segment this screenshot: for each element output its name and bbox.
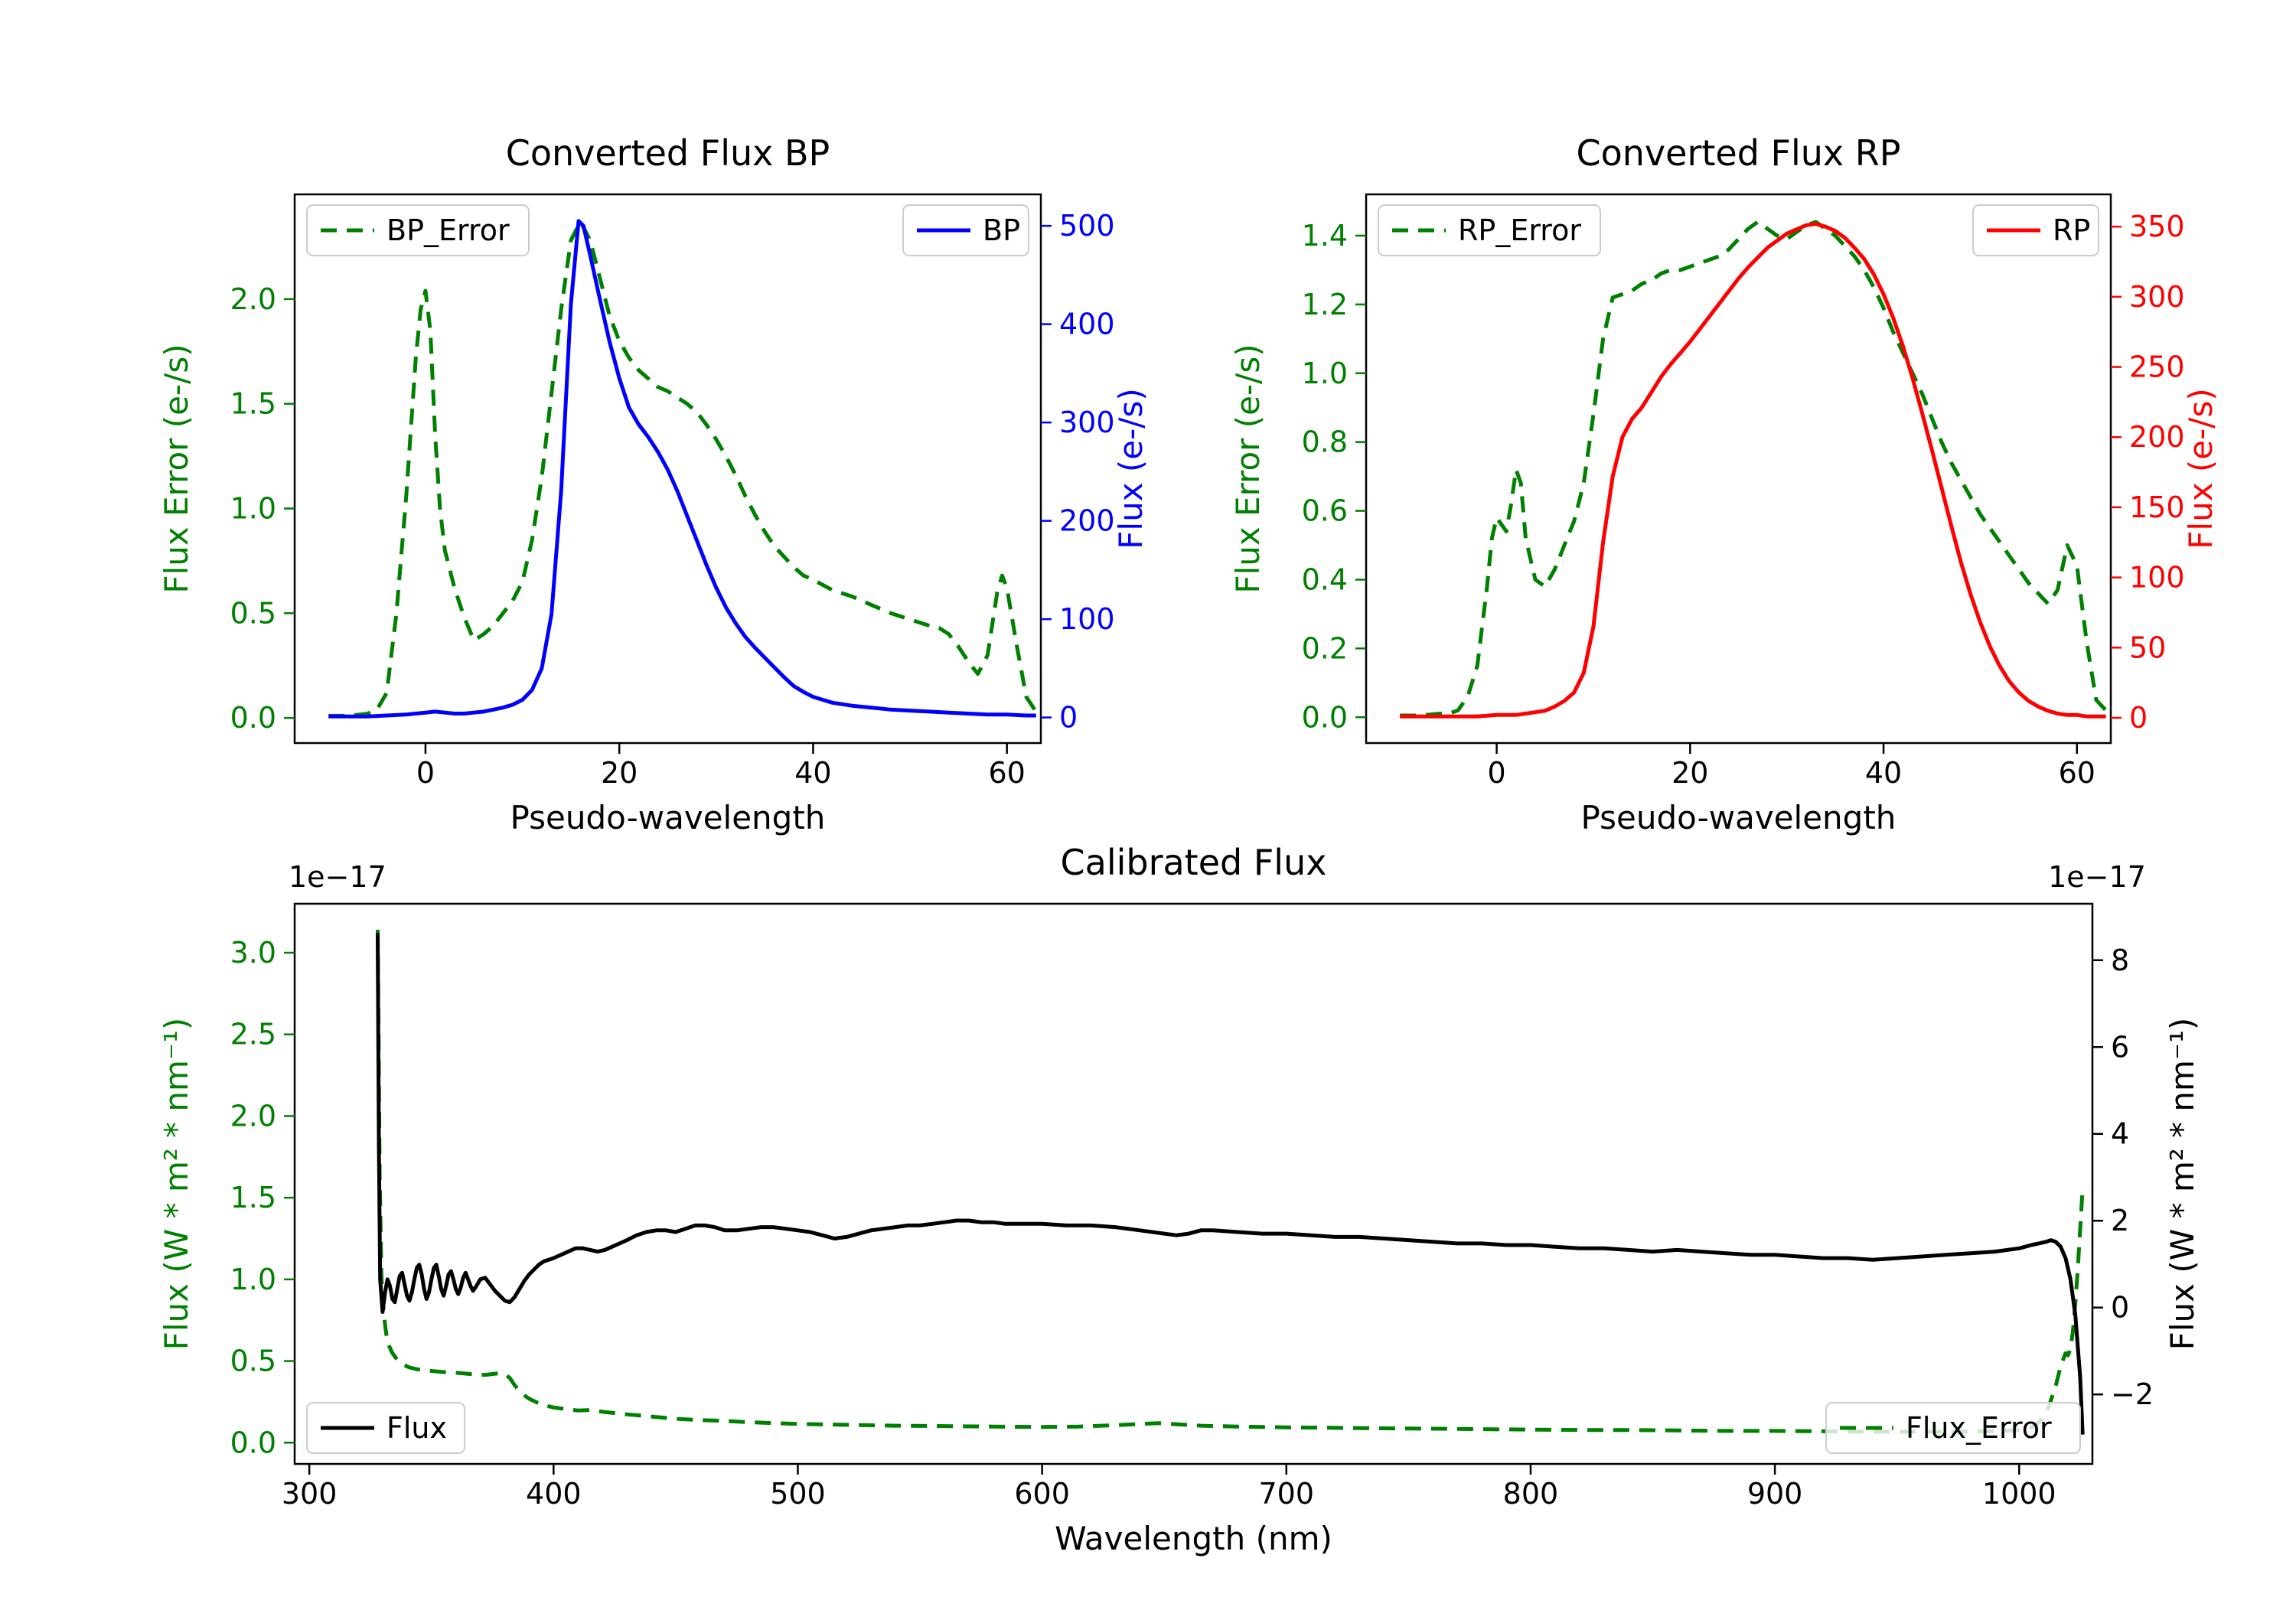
series-flux_error-line	[376, 929, 2085, 1434]
x-tick-label: 300	[282, 1477, 338, 1511]
left-tick-label: 2.5	[230, 1018, 276, 1051]
right-tick-label: 100	[2129, 561, 2185, 595]
left-tick-label: 0.5	[230, 596, 276, 630]
left-axis-label: Flux Error (e-/s)	[158, 344, 195, 593]
right-tick-label: 0	[1059, 701, 1078, 735]
legend-rp_error: RP_Error	[1378, 204, 1601, 256]
right-tick-label: 200	[1059, 504, 1115, 538]
legend-box	[1825, 1402, 2081, 1454]
legend-box	[306, 204, 530, 256]
chart-rp: 0 20 40 60 0.0 0.2 0.4 0.6 0.8 1.0 1.2 1.4 0 50 100 150…	[1229, 132, 2219, 836]
series-flux-line	[376, 933, 2085, 1435]
plot-border	[293, 902, 2094, 1465]
left-tick-label: 0.8	[1302, 425, 1348, 459]
left-axis-label: Flux Error (e-/s)	[1229, 344, 1267, 593]
legend-label: RP_Error	[1458, 214, 1581, 247]
left-tick-label: 1.4	[1302, 219, 1348, 253]
x-tick-label: 700	[1259, 1477, 1315, 1511]
left-tick-label: 1.0	[230, 1263, 276, 1296]
right-tick-label: 4	[2111, 1117, 2129, 1151]
legend-rp: RP	[1972, 204, 2099, 256]
x-tick-label: 800	[1503, 1477, 1559, 1511]
right-tick-label: 6	[2111, 1030, 2129, 1064]
chart-cal: 300 400 500 600 700 800 900 1000 0.0 0.5 1.0 1.5 2.0…	[158, 842, 2201, 1557]
right-tick-label: 100	[1059, 602, 1115, 636]
left-tick-label: 3.0	[230, 936, 276, 970]
left-tick-label: 1.2	[1302, 288, 1348, 321]
left-tick-label: 0.0	[230, 1426, 276, 1459]
right-tick-label: 300	[1059, 406, 1115, 439]
x-tick-label: 600	[1014, 1477, 1070, 1511]
left-tick-label: 0.0	[1302, 700, 1348, 734]
chart-title: Converted Flux RP	[1577, 132, 1901, 174]
series-rp_error-line	[1400, 220, 2108, 718]
series-rp-line	[1400, 222, 2106, 719]
legend-label: BP_Error	[386, 214, 510, 247]
right-tick-label: −2	[2111, 1377, 2154, 1411]
right-tick-label: 0	[2111, 1291, 2129, 1325]
legend-flux: Flux	[306, 1402, 465, 1454]
x-tick-label: 20	[1671, 756, 1708, 790]
left-tick-label: 1.5	[230, 1181, 276, 1214]
right-axis-label: Flux (W * m² * nm⁻¹)	[2164, 1018, 2201, 1351]
left-tick-label: 0.5	[230, 1345, 276, 1378]
left-axis-label: Flux (W * m² * nm⁻¹)	[158, 1018, 195, 1351]
x-tick-label: 40	[1865, 756, 1902, 790]
left-axis-offset-text: 1e−17	[289, 860, 386, 894]
x-tick-label: 0	[416, 756, 435, 790]
x-axis-label: Pseudo-wavelength	[1581, 799, 1896, 836]
left-tick-label: 1.0	[1302, 357, 1348, 390]
right-tick-label: 150	[2129, 491, 2185, 524]
right-tick-label: 500	[1059, 209, 1115, 243]
x-tick-label: 0	[1487, 756, 1505, 790]
x-tick-label: 20	[601, 756, 638, 790]
x-tick-label: 60	[2059, 756, 2095, 790]
legend-box	[306, 1402, 465, 1454]
x-tick-label: 400	[526, 1477, 582, 1511]
left-tick-label: 1.5	[230, 387, 276, 421]
x-axis-label: Wavelength (nm)	[1055, 1520, 1332, 1557]
right-tick-label: 350	[2129, 210, 2185, 243]
x-axis-label: Pseudo-wavelength	[510, 799, 826, 836]
legend-label: RP	[2053, 214, 2090, 247]
x-tick-label: 40	[794, 756, 831, 790]
left-tick-label: 0.6	[1302, 494, 1348, 528]
x-tick-label: 500	[770, 1477, 826, 1511]
right-tick-label: 8	[2111, 944, 2129, 977]
left-tick-label: 0.2	[1302, 631, 1348, 665]
left-tick-label: 2.0	[230, 282, 276, 316]
right-tick-label: 50	[2129, 631, 2166, 664]
plot-border	[1365, 193, 2112, 745]
chart-bp: 0 20 40 60 0.0 0.5 1.0 1.5 2.0 0 100 200 300 400 500 Co…	[158, 132, 1150, 836]
legend-label: Flux_Error	[1906, 1411, 2052, 1445]
x-tick-label: 60	[989, 756, 1026, 790]
right-tick-label: 0	[2129, 701, 2148, 735]
left-tick-label: 0.0	[230, 701, 276, 735]
series-bp-line	[328, 219, 1036, 719]
legend-bp_error: BP_Error	[306, 204, 530, 256]
left-tick-label: 0.4	[1302, 562, 1348, 596]
right-axis-offset-text: 1e−17	[2048, 860, 2146, 894]
left-tick-label: 2.0	[230, 1099, 276, 1133]
x-tick-label: 1000	[1982, 1477, 2056, 1511]
right-tick-label: 400	[1059, 308, 1115, 341]
legend-flux_error: Flux_Error	[1825, 1402, 2081, 1454]
plot-border	[293, 193, 1042, 745]
legend-label: BP	[983, 214, 1020, 247]
legend-bp: BP	[902, 204, 1029, 256]
x-tick-label: 900	[1747, 1477, 1803, 1511]
series-bp_error-line	[328, 220, 1038, 718]
right-tick-label: 250	[2129, 350, 2185, 384]
right-tick-label: 200	[2129, 420, 2185, 454]
chart-title: Converted Flux BP	[506, 132, 830, 174]
left-tick-label: 1.0	[230, 491, 276, 525]
chart-title: Calibrated Flux	[1061, 842, 1327, 883]
right-tick-label: 2	[2111, 1204, 2129, 1237]
right-axis-label: Flux (e-/s)	[1112, 388, 1150, 549]
right-axis-label: Flux (e-/s)	[2182, 388, 2219, 549]
right-tick-label: 300	[2129, 280, 2185, 314]
legend-label: Flux	[386, 1411, 447, 1445]
legend-box	[1378, 204, 1601, 256]
